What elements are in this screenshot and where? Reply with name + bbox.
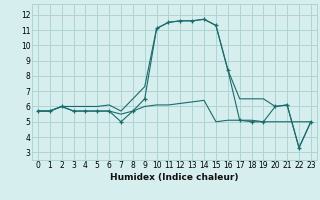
X-axis label: Humidex (Indice chaleur): Humidex (Indice chaleur) <box>110 173 239 182</box>
